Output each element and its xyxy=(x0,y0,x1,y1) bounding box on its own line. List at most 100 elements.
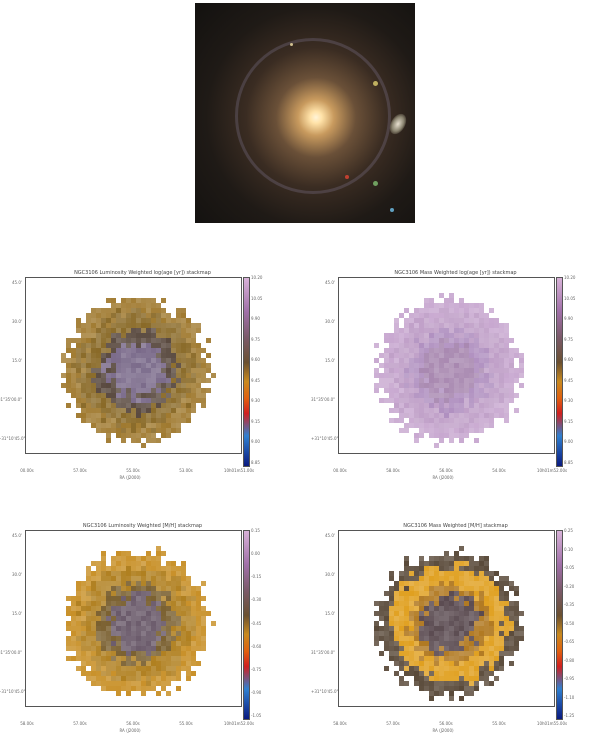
map-pixel xyxy=(434,566,439,571)
map-pixel xyxy=(111,636,116,641)
map-pixel xyxy=(439,403,444,408)
map-pixel xyxy=(136,308,141,313)
map-pixel xyxy=(71,616,76,621)
map-pixel xyxy=(126,586,131,591)
map-pixel xyxy=(151,586,156,591)
map-pixel xyxy=(146,671,151,676)
map-pixel xyxy=(141,686,146,691)
map-pixel xyxy=(171,328,176,333)
map-pixel xyxy=(429,413,434,418)
map-pixel xyxy=(166,353,171,358)
map-pixel xyxy=(439,398,444,403)
map-pixel xyxy=(404,576,409,581)
map-pixel xyxy=(424,686,429,691)
map-pixel xyxy=(76,353,81,358)
map-pixel xyxy=(106,641,111,646)
map-pixel xyxy=(439,368,444,373)
map-pixel xyxy=(101,626,106,631)
colorbar-tick-label: 10.05 xyxy=(564,295,576,301)
map-pixel xyxy=(439,676,444,681)
map-pixel xyxy=(71,353,76,358)
map-pixel xyxy=(389,358,394,363)
map-pixel xyxy=(116,646,121,651)
map-pixel xyxy=(191,596,196,601)
map-pixel xyxy=(509,646,514,651)
map-pixel xyxy=(504,343,509,348)
map-pixel xyxy=(106,433,111,438)
map-pixel xyxy=(131,631,136,636)
map-pixel xyxy=(374,631,379,636)
map-pixel xyxy=(106,373,111,378)
map-pixel xyxy=(161,686,166,691)
map-pixel xyxy=(419,686,424,691)
map-pixel xyxy=(409,646,414,651)
map-pixel xyxy=(126,348,131,353)
map-pixel xyxy=(464,666,469,671)
map-pixel xyxy=(419,676,424,681)
map-pixel xyxy=(81,666,86,671)
map-pixel xyxy=(146,666,151,671)
map-pixel xyxy=(474,413,479,418)
map-pixel xyxy=(126,576,131,581)
colorbar-tick-label: 9.15 xyxy=(564,418,573,424)
map-pixel xyxy=(499,378,504,383)
map-pixel xyxy=(176,363,181,368)
map-pixel xyxy=(389,393,394,398)
map-pixel xyxy=(91,373,96,378)
map-pixel xyxy=(131,666,136,671)
map-pixel xyxy=(121,383,126,388)
map-pixel xyxy=(424,561,429,566)
map-pixel xyxy=(444,551,449,556)
map-pixel xyxy=(489,403,494,408)
map-pixel xyxy=(176,388,181,393)
map-pixel xyxy=(91,423,96,428)
map-pixel xyxy=(374,626,379,631)
map-pixel xyxy=(464,393,469,398)
map-pixel xyxy=(419,621,424,626)
map-pixel xyxy=(424,661,429,666)
map-pixel xyxy=(131,626,136,631)
map-pixel xyxy=(429,686,434,691)
map-pixel xyxy=(186,413,191,418)
map-pixel xyxy=(96,428,101,433)
map-pixel xyxy=(504,651,509,656)
map-pixel xyxy=(156,656,161,661)
map-pixel xyxy=(176,611,181,616)
map-pixel xyxy=(419,423,424,428)
map-pixel xyxy=(404,671,409,676)
map-pixel xyxy=(191,616,196,621)
map-pixel xyxy=(136,353,141,358)
map-pixel xyxy=(509,338,514,343)
map-pixel xyxy=(399,586,404,591)
map-pixel xyxy=(469,566,474,571)
x-tick-label: 10h01m52.00s xyxy=(223,721,255,726)
map-pixel xyxy=(404,378,409,383)
map-pixel xyxy=(106,576,111,581)
map-pixel xyxy=(389,626,394,631)
map-pixel xyxy=(474,313,479,318)
map-pixel xyxy=(499,353,504,358)
map-pixel xyxy=(454,666,459,671)
map-pixel xyxy=(126,388,131,393)
map-pixel xyxy=(469,363,474,368)
map-pixel xyxy=(96,661,101,666)
map-pixel xyxy=(91,596,96,601)
map-pixel xyxy=(131,621,136,626)
map-pixel xyxy=(211,621,216,626)
map-pixel xyxy=(449,616,454,621)
map-pixel xyxy=(66,373,71,378)
map-pixel xyxy=(494,611,499,616)
map-pixel xyxy=(499,591,504,596)
y-tick-label: 45.0' xyxy=(11,280,22,285)
map-pixel xyxy=(479,636,484,641)
map-pixel xyxy=(186,398,191,403)
map-pixel xyxy=(409,586,414,591)
map-pixel xyxy=(499,383,504,388)
stackmap-image xyxy=(338,530,555,707)
map-pixel xyxy=(459,353,464,358)
map-pixel xyxy=(96,566,101,571)
map-pixel xyxy=(439,686,444,691)
map-pixel xyxy=(71,631,76,636)
map-pixel xyxy=(126,661,131,666)
map-pixel xyxy=(96,651,101,656)
